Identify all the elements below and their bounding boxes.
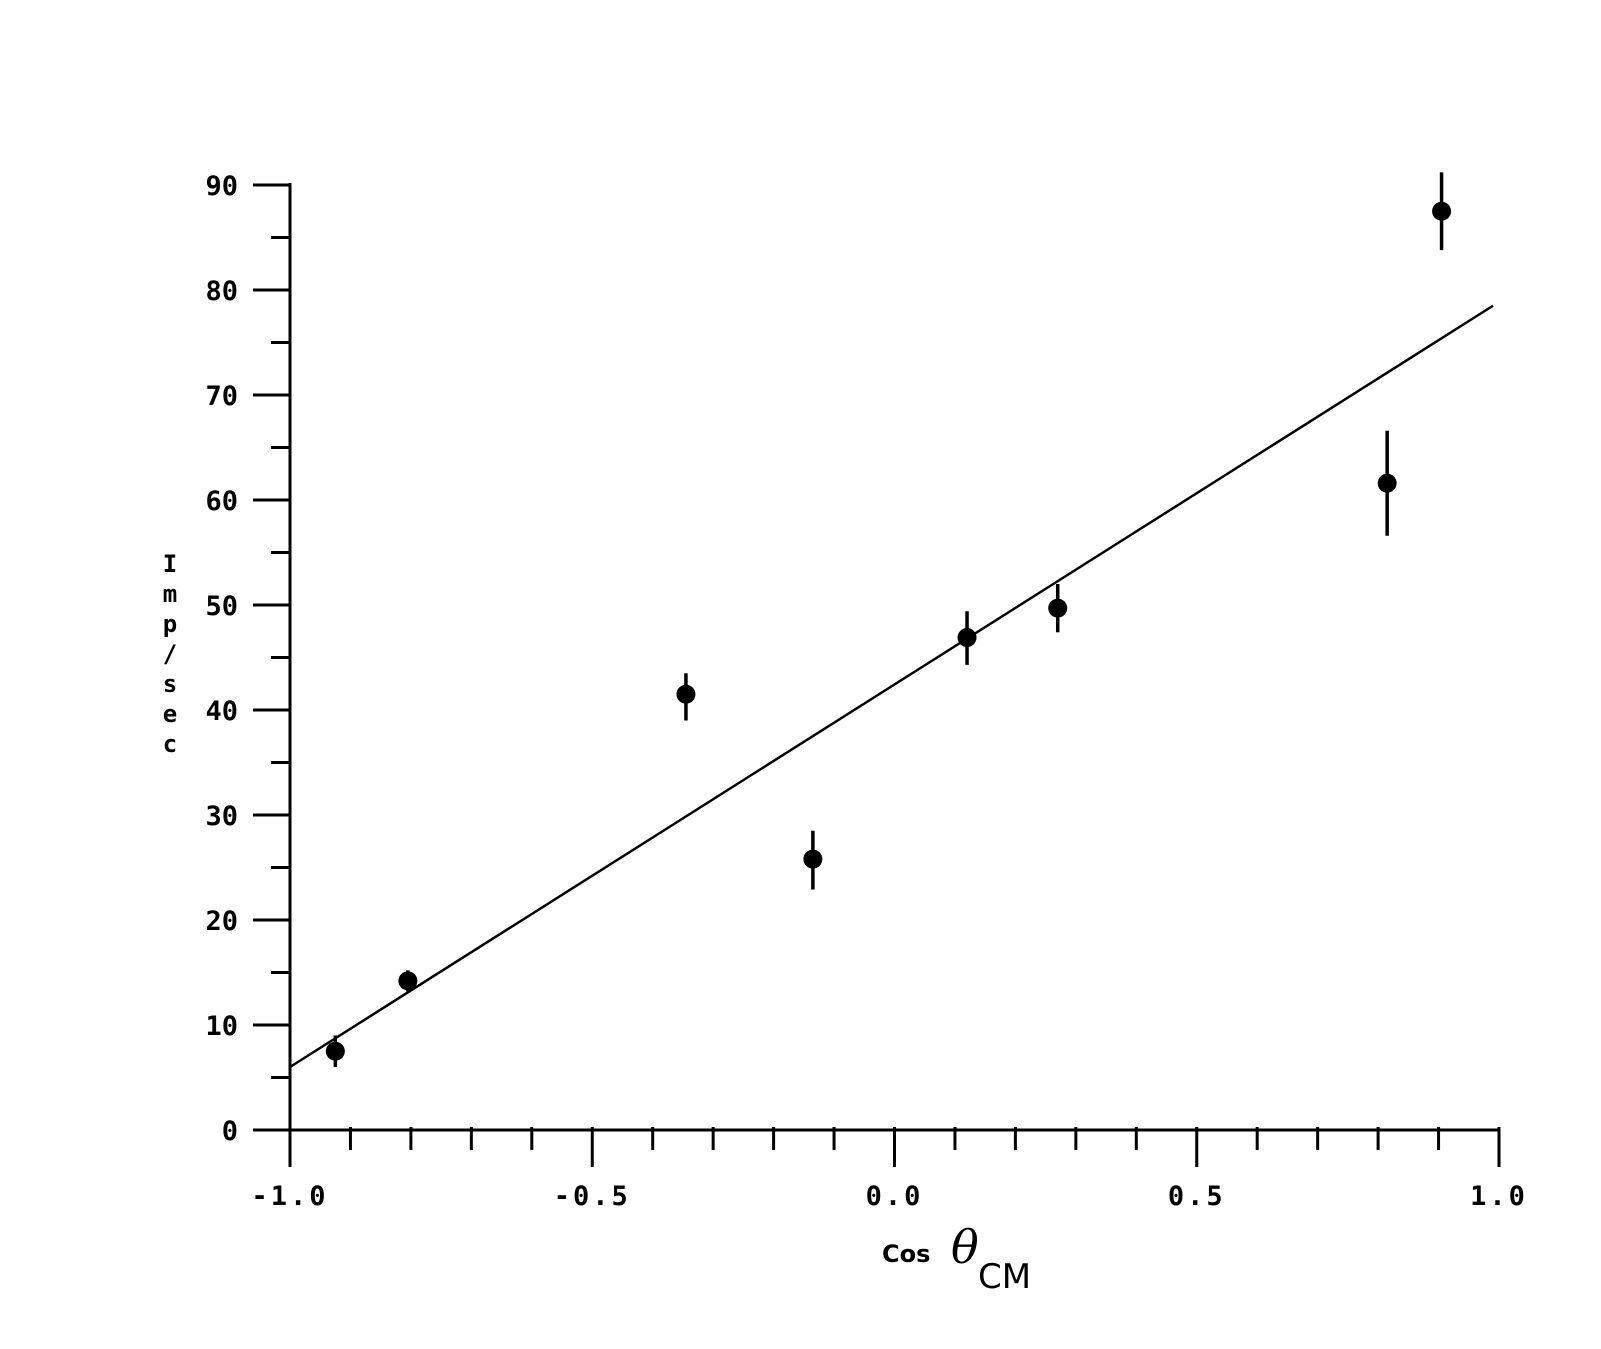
y-axis-label-char: m <box>163 580 177 608</box>
y-tick-label: 40 <box>205 696 238 727</box>
y-axis-label-char: / <box>163 640 177 668</box>
x-tick-label: -1.0 <box>251 1181 328 1212</box>
y-axis-label-char: e <box>163 700 177 728</box>
x-axis-label-symbol: θ <box>951 1220 979 1274</box>
x-tick-label: 0.0 <box>866 1181 924 1212</box>
data-point <box>803 849 823 869</box>
x-tick-label: -0.5 <box>554 1181 631 1212</box>
data-point <box>1432 201 1452 221</box>
y-tick-label: 70 <box>205 381 238 412</box>
data-point <box>1377 473 1397 493</box>
y-tick-label: 0 <box>222 1116 238 1147</box>
x-tick-label: 1.0 <box>1470 1181 1528 1212</box>
y-tick-label: 10 <box>205 1011 238 1042</box>
y-axis-label: Imp/sec <box>163 550 177 758</box>
fit-line <box>289 304 1494 1069</box>
y-axis-label-char: s <box>163 670 177 698</box>
x-axis-label-subscript: CM <box>978 1257 1031 1297</box>
data-point <box>325 1041 345 1061</box>
data-point <box>1048 598 1068 618</box>
x-tick-label: 0.5 <box>1168 1181 1226 1212</box>
y-tick-label: 20 <box>205 906 238 937</box>
x-axis-label-prefix: Cos <box>882 1240 930 1268</box>
y-tick-label: 60 <box>205 486 238 517</box>
y-tick-label: 80 <box>205 276 238 307</box>
y-axis-label-char: p <box>163 610 177 638</box>
axes: 0 10 20 30 40 50 60 70 80 90 -1.0 -0.5 0.0 0.5 1.0 <box>205 171 1528 1212</box>
y-tick-label: 90 <box>205 171 238 202</box>
fit-line-group <box>289 304 1494 1069</box>
data-point <box>398 971 418 991</box>
y-tick-label: 30 <box>205 801 238 832</box>
y-axis-label-char: c <box>163 730 177 758</box>
data-point <box>957 628 977 648</box>
data-points <box>325 172 1452 1067</box>
y-tick-label: 50 <box>205 591 238 622</box>
y-axis-label-char: I <box>163 550 177 578</box>
data-point <box>676 684 696 704</box>
